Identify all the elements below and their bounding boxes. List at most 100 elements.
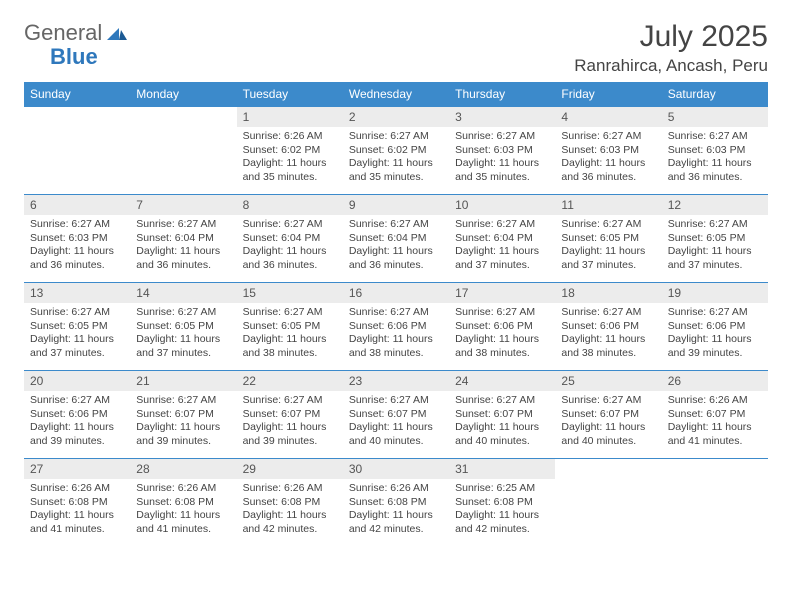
title-block: July 2025 Ranrahirca, Ancash, Peru — [574, 20, 768, 76]
day-details: Sunrise: 6:27 AMSunset: 6:03 PMDaylight:… — [24, 215, 130, 279]
day-details: Sunrise: 6:27 AMSunset: 6:05 PMDaylight:… — [662, 215, 768, 279]
day-details: Sunrise: 6:27 AMSunset: 6:06 PMDaylight:… — [662, 303, 768, 367]
day-number: 12 — [662, 195, 768, 215]
day-number: 4 — [555, 107, 661, 127]
day-number: 5 — [662, 107, 768, 127]
day-details: Sunrise: 6:27 AMSunset: 6:06 PMDaylight:… — [555, 303, 661, 367]
day-number: 15 — [237, 283, 343, 303]
calendar-cell: 14Sunrise: 6:27 AMSunset: 6:05 PMDayligh… — [130, 283, 236, 371]
day-number: 10 — [449, 195, 555, 215]
calendar-cell — [555, 459, 661, 547]
weekday-header: Monday — [130, 82, 236, 107]
day-number: 27 — [24, 459, 130, 479]
calendar-cell: 28Sunrise: 6:26 AMSunset: 6:08 PMDayligh… — [130, 459, 236, 547]
location-text: Ranrahirca, Ancash, Peru — [574, 56, 768, 76]
day-details: Sunrise: 6:27 AMSunset: 6:03 PMDaylight:… — [555, 127, 661, 191]
calendar-cell: 15Sunrise: 6:27 AMSunset: 6:05 PMDayligh… — [237, 283, 343, 371]
day-number: 29 — [237, 459, 343, 479]
calendar-cell: 12Sunrise: 6:27 AMSunset: 6:05 PMDayligh… — [662, 195, 768, 283]
brand-part1: General — [24, 20, 102, 46]
calendar-row: 1Sunrise: 6:26 AMSunset: 6:02 PMDaylight… — [24, 107, 768, 195]
calendar-table: SundayMondayTuesdayWednesdayThursdayFrid… — [24, 82, 768, 547]
day-number: 26 — [662, 371, 768, 391]
calendar-row: 20Sunrise: 6:27 AMSunset: 6:06 PMDayligh… — [24, 371, 768, 459]
day-number: 20 — [24, 371, 130, 391]
day-details: Sunrise: 6:27 AMSunset: 6:04 PMDaylight:… — [130, 215, 236, 279]
calendar-cell: 22Sunrise: 6:27 AMSunset: 6:07 PMDayligh… — [237, 371, 343, 459]
calendar-cell: 1Sunrise: 6:26 AMSunset: 6:02 PMDaylight… — [237, 107, 343, 195]
day-number: 14 — [130, 283, 236, 303]
day-details: Sunrise: 6:27 AMSunset: 6:02 PMDaylight:… — [343, 127, 449, 191]
day-details: Sunrise: 6:27 AMSunset: 6:06 PMDaylight:… — [449, 303, 555, 367]
day-number: 25 — [555, 371, 661, 391]
calendar-cell — [662, 459, 768, 547]
day-number: 24 — [449, 371, 555, 391]
day-details: Sunrise: 6:25 AMSunset: 6:08 PMDaylight:… — [449, 479, 555, 543]
calendar-cell: 23Sunrise: 6:27 AMSunset: 6:07 PMDayligh… — [343, 371, 449, 459]
day-number: 21 — [130, 371, 236, 391]
day-details: Sunrise: 6:27 AMSunset: 6:05 PMDaylight:… — [555, 215, 661, 279]
weekday-header: Friday — [555, 82, 661, 107]
day-number: 7 — [130, 195, 236, 215]
day-details: Sunrise: 6:27 AMSunset: 6:05 PMDaylight:… — [237, 303, 343, 367]
day-details: Sunrise: 6:27 AMSunset: 6:07 PMDaylight:… — [130, 391, 236, 455]
day-details: Sunrise: 6:26 AMSunset: 6:08 PMDaylight:… — [24, 479, 130, 543]
calendar-cell: 25Sunrise: 6:27 AMSunset: 6:07 PMDayligh… — [555, 371, 661, 459]
calendar-cell: 10Sunrise: 6:27 AMSunset: 6:04 PMDayligh… — [449, 195, 555, 283]
day-number: 22 — [237, 371, 343, 391]
calendar-cell: 11Sunrise: 6:27 AMSunset: 6:05 PMDayligh… — [555, 195, 661, 283]
day-details: Sunrise: 6:27 AMSunset: 6:05 PMDaylight:… — [130, 303, 236, 367]
calendar-cell: 4Sunrise: 6:27 AMSunset: 6:03 PMDaylight… — [555, 107, 661, 195]
calendar-row: 27Sunrise: 6:26 AMSunset: 6:08 PMDayligh… — [24, 459, 768, 547]
weekday-header: Sunday — [24, 82, 130, 107]
weekday-header: Wednesday — [343, 82, 449, 107]
calendar-cell: 18Sunrise: 6:27 AMSunset: 6:06 PMDayligh… — [555, 283, 661, 371]
calendar-row: 6Sunrise: 6:27 AMSunset: 6:03 PMDaylight… — [24, 195, 768, 283]
day-details: Sunrise: 6:27 AMSunset: 6:07 PMDaylight:… — [237, 391, 343, 455]
calendar-cell — [24, 107, 130, 195]
calendar-cell: 5Sunrise: 6:27 AMSunset: 6:03 PMDaylight… — [662, 107, 768, 195]
calendar-cell: 6Sunrise: 6:27 AMSunset: 6:03 PMDaylight… — [24, 195, 130, 283]
day-number: 9 — [343, 195, 449, 215]
day-number: 23 — [343, 371, 449, 391]
brand-mark-icon — [107, 20, 127, 46]
calendar-cell: 21Sunrise: 6:27 AMSunset: 6:07 PMDayligh… — [130, 371, 236, 459]
calendar-cell: 26Sunrise: 6:26 AMSunset: 6:07 PMDayligh… — [662, 371, 768, 459]
day-details: Sunrise: 6:26 AMSunset: 6:08 PMDaylight:… — [343, 479, 449, 543]
calendar-cell: 30Sunrise: 6:26 AMSunset: 6:08 PMDayligh… — [343, 459, 449, 547]
calendar-cell: 2Sunrise: 6:27 AMSunset: 6:02 PMDaylight… — [343, 107, 449, 195]
calendar-row: 13Sunrise: 6:27 AMSunset: 6:05 PMDayligh… — [24, 283, 768, 371]
header: General July 2025 Ranrahirca, Ancash, Pe… — [24, 20, 768, 76]
day-details: Sunrise: 6:27 AMSunset: 6:06 PMDaylight:… — [343, 303, 449, 367]
day-number: 8 — [237, 195, 343, 215]
weekday-header: Tuesday — [237, 82, 343, 107]
day-number: 2 — [343, 107, 449, 127]
brand-logo: General — [24, 20, 129, 46]
day-details: Sunrise: 6:27 AMSunset: 6:04 PMDaylight:… — [343, 215, 449, 279]
calendar-head: SundayMondayTuesdayWednesdayThursdayFrid… — [24, 82, 768, 107]
calendar-cell: 31Sunrise: 6:25 AMSunset: 6:08 PMDayligh… — [449, 459, 555, 547]
calendar-cell: 20Sunrise: 6:27 AMSunset: 6:06 PMDayligh… — [24, 371, 130, 459]
day-details: Sunrise: 6:27 AMSunset: 6:07 PMDaylight:… — [555, 391, 661, 455]
day-number: 3 — [449, 107, 555, 127]
day-details: Sunrise: 6:27 AMSunset: 6:03 PMDaylight:… — [662, 127, 768, 191]
calendar-cell: 9Sunrise: 6:27 AMSunset: 6:04 PMDaylight… — [343, 195, 449, 283]
calendar-cell: 7Sunrise: 6:27 AMSunset: 6:04 PMDaylight… — [130, 195, 236, 283]
calendar-cell: 19Sunrise: 6:27 AMSunset: 6:06 PMDayligh… — [662, 283, 768, 371]
calendar-cell — [130, 107, 236, 195]
month-title: July 2025 — [574, 20, 768, 54]
day-number: 18 — [555, 283, 661, 303]
weekday-header: Saturday — [662, 82, 768, 107]
day-number: 28 — [130, 459, 236, 479]
day-number: 31 — [449, 459, 555, 479]
day-number: 30 — [343, 459, 449, 479]
calendar-cell: 27Sunrise: 6:26 AMSunset: 6:08 PMDayligh… — [24, 459, 130, 547]
day-number: 11 — [555, 195, 661, 215]
calendar-cell: 29Sunrise: 6:26 AMSunset: 6:08 PMDayligh… — [237, 459, 343, 547]
day-details: Sunrise: 6:26 AMSunset: 6:07 PMDaylight:… — [662, 391, 768, 455]
day-details: Sunrise: 6:27 AMSunset: 6:07 PMDaylight:… — [449, 391, 555, 455]
weekday-header: Thursday — [449, 82, 555, 107]
day-details: Sunrise: 6:27 AMSunset: 6:03 PMDaylight:… — [449, 127, 555, 191]
day-details: Sunrise: 6:27 AMSunset: 6:04 PMDaylight:… — [237, 215, 343, 279]
calendar-cell: 24Sunrise: 6:27 AMSunset: 6:07 PMDayligh… — [449, 371, 555, 459]
